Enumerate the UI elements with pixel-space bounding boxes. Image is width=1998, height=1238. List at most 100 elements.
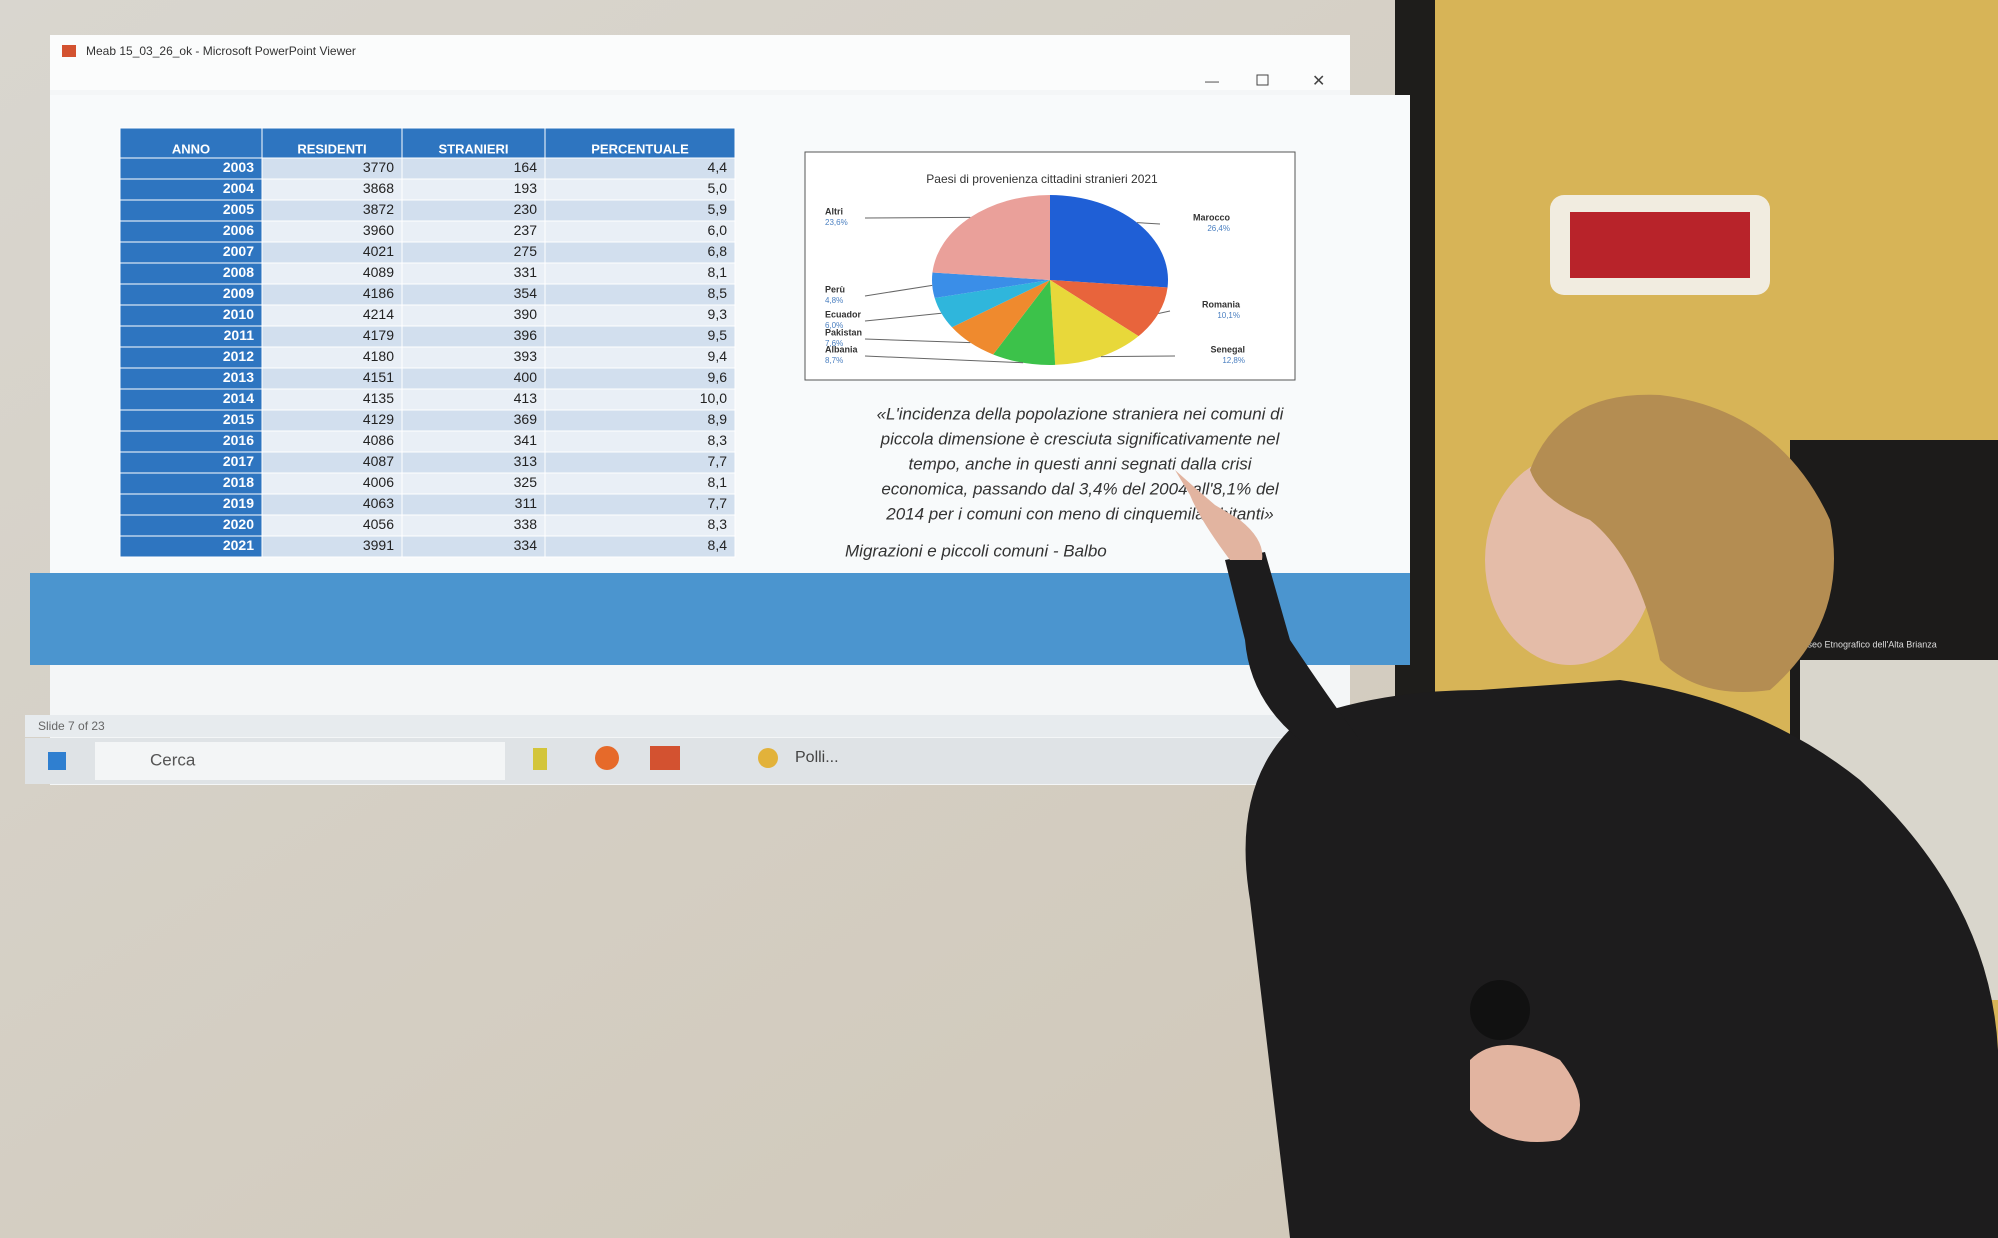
cell-text: 311 <box>515 495 538 511</box>
taskbar-icon[interactable] <box>533 748 547 770</box>
pie-slice <box>934 280 1050 328</box>
window-title: Meab 15_03_26_ok - Microsoft PowerPoint … <box>86 44 356 58</box>
cell-text: 354 <box>514 285 538 301</box>
cell-text: 8,5 <box>708 285 728 301</box>
search-box[interactable] <box>95 742 505 780</box>
person-arm <box>1225 552 1360 740</box>
cell-text: 3868 <box>363 180 394 196</box>
cell-text: 334 <box>514 537 538 553</box>
cell-text: 3872 <box>363 201 394 217</box>
cell-text: 4214 <box>363 306 394 322</box>
slice-label: Romania <box>1202 299 1241 309</box>
slice-value: 8,7% <box>825 356 843 365</box>
cell-text: 2013 <box>223 369 254 385</box>
cell-text: 4056 <box>363 516 394 532</box>
cell <box>544 178 736 201</box>
slide-band <box>30 573 1410 665</box>
cell-text: 9,4 <box>708 348 728 364</box>
quote-line: 2014 per i comuni con meno di cinquemila… <box>885 504 1273 523</box>
cell-text: 4,4 <box>708 159 728 175</box>
cell-text: 4006 <box>363 474 394 490</box>
cell-text: 8,1 <box>708 264 728 280</box>
slice-label: Senegal <box>1210 344 1245 354</box>
cell <box>544 199 736 222</box>
pie-slice <box>932 195 1050 280</box>
cell-text: 8,1 <box>708 474 728 490</box>
poster-title: Museo Etnografico dell'Alta Brianza <box>1795 639 1937 649</box>
app-icon <box>62 45 76 57</box>
person-body <box>1245 680 1998 1238</box>
cell-text: 2014 <box>223 390 254 406</box>
leader-line <box>864 216 971 219</box>
cell-text: 4180 <box>363 348 394 364</box>
cell-text: 6,0 <box>708 222 728 238</box>
alarm-light <box>1570 212 1750 278</box>
cell-text: 313 <box>514 453 538 469</box>
cell-text: 2008 <box>223 264 254 280</box>
maximize[interactable] <box>1256 74 1269 86</box>
slice-label: Albania <box>825 344 859 354</box>
cell-text: 4186 <box>363 285 394 301</box>
pie-slice <box>1050 280 1168 337</box>
slice-value: 10,1% <box>1217 311 1240 320</box>
cell-text: 2018 <box>223 474 254 490</box>
cell <box>544 283 736 306</box>
cell-text: 2010 <box>223 306 254 322</box>
close[interactable]: ✕ <box>1312 73 1325 90</box>
taskbar-icon[interactable] <box>758 748 778 768</box>
person-hand <box>1175 470 1263 560</box>
minimize[interactable]: — <box>1205 73 1219 89</box>
cell <box>544 346 736 369</box>
cell-text: 331 <box>514 264 538 280</box>
quote-line: «L'incidenza della popolazione straniera… <box>877 404 1285 423</box>
cell-text: 5,0 <box>708 180 728 196</box>
pie-slice <box>993 280 1056 365</box>
taskbar-icon[interactable] <box>595 746 619 770</box>
cell <box>544 493 736 516</box>
leader-line <box>864 312 942 322</box>
header-cell <box>544 127 736 159</box>
cell-text: 400 <box>514 369 538 385</box>
header-text: RESIDENTI <box>297 141 366 156</box>
person-hand <box>1470 1045 1580 1142</box>
slice-value: 26,4% <box>1207 224 1230 233</box>
cell <box>544 262 736 285</box>
cell <box>544 220 736 243</box>
chart-title: Paesi di provenienza cittadini stranieri… <box>926 172 1158 186</box>
cell-text: 325 <box>514 474 538 490</box>
leader-line <box>1136 222 1161 225</box>
header-text: PERCENTUALE <box>591 141 689 156</box>
cell-text: 9,6 <box>708 369 728 385</box>
cell-text: 413 <box>514 390 538 406</box>
header-text: STRANIERI <box>438 141 508 156</box>
cell-text: 237 <box>514 222 538 238</box>
cell-text: 2020 <box>223 516 254 532</box>
taskbar-app: Polli... <box>795 749 839 766</box>
slice-label: Pakistan <box>825 327 862 337</box>
start-button[interactable] <box>48 752 66 770</box>
cell-text: 2019 <box>223 495 254 511</box>
cell-text: 4179 <box>363 327 394 343</box>
cell <box>544 451 736 474</box>
cell-text: 3770 <box>363 159 394 175</box>
leader-line <box>864 284 933 297</box>
cell-text: 7,7 <box>708 453 728 469</box>
cell-text: 8,3 <box>708 516 728 532</box>
taskbar-icon[interactable] <box>650 746 680 770</box>
cell-text: 2009 <box>223 285 254 301</box>
cell-text: 8,9 <box>708 411 728 427</box>
slice-label: Perù <box>825 284 845 294</box>
cell-text: 2012 <box>223 348 254 364</box>
cell-text: 4151 <box>363 369 394 385</box>
title-bar <box>50 35 1350 90</box>
slide-counter: Slide 7 of 23 <box>38 719 105 733</box>
cell-text: 4021 <box>363 243 394 259</box>
cell-text: 2011 <box>224 327 255 343</box>
cell-text: 4129 <box>363 411 394 427</box>
cell-text: 275 <box>514 243 538 259</box>
cell-text: 9,3 <box>708 306 728 322</box>
cell-text: 393 <box>514 348 538 364</box>
cell <box>544 325 736 348</box>
pie-slice <box>1050 195 1169 288</box>
cell-text: 164 <box>514 159 538 175</box>
